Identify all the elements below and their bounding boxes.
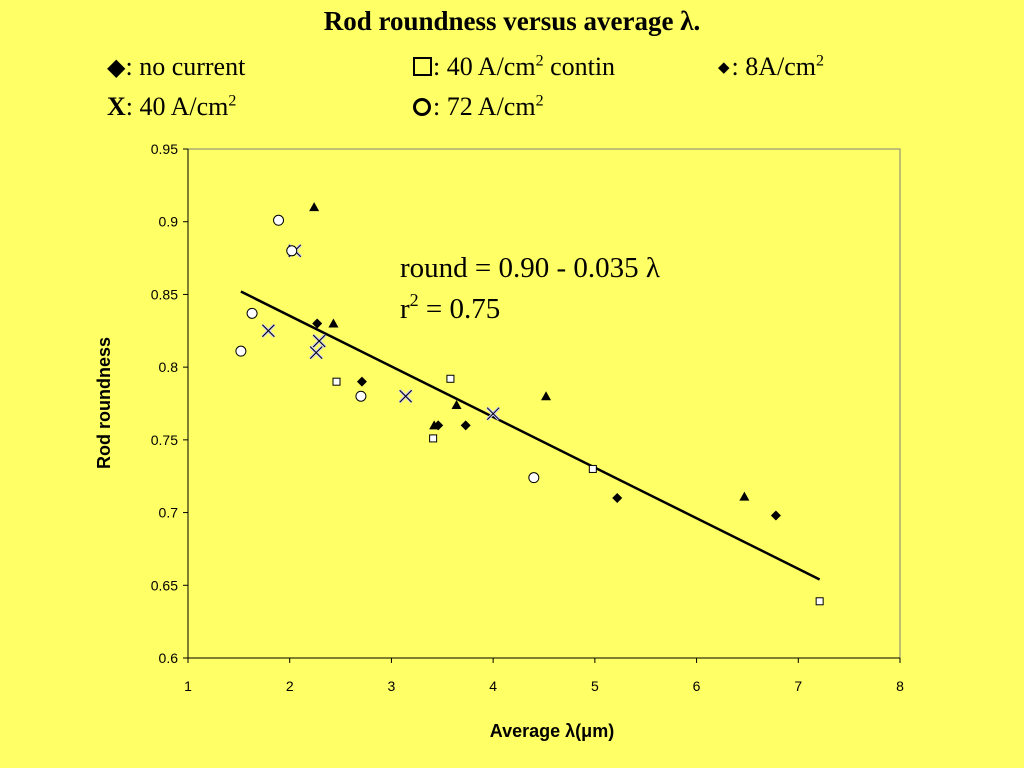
triangle-point bbox=[309, 202, 320, 212]
x-point bbox=[309, 345, 324, 360]
y-tick-label: 0.65 bbox=[151, 577, 178, 593]
legend-row-2: X: 40 A/cm2 : 72 A/cm2 bbox=[0, 92, 1024, 128]
x-tick-label: 4 bbox=[489, 678, 497, 694]
diamond-point bbox=[312, 318, 323, 329]
square-point bbox=[815, 597, 824, 606]
legend-item-8a: ◆: 8A/cm2 bbox=[718, 52, 824, 82]
x-point bbox=[312, 333, 327, 349]
chart-title: Rod roundness versus average λ. bbox=[323, 6, 701, 36]
y-tick-label: 0.7 bbox=[159, 505, 179, 521]
square-point bbox=[332, 377, 341, 386]
x-point bbox=[398, 389, 413, 404]
square-point bbox=[446, 374, 455, 383]
legend-label-no-current: : no current bbox=[125, 52, 246, 81]
x-tick-label: 2 bbox=[286, 678, 294, 694]
legend-label-8a-sup: 2 bbox=[816, 52, 825, 70]
trend-line bbox=[240, 290, 821, 581]
legend-label-72a-sup: 2 bbox=[535, 92, 544, 110]
filled-diamond-icon: ◆ bbox=[107, 55, 126, 81]
diamond-point bbox=[356, 376, 367, 387]
r-squared-prefix: r bbox=[400, 293, 410, 325]
open-circle-icon bbox=[413, 98, 431, 116]
x-tick-label: 1 bbox=[184, 678, 192, 694]
diamond-point bbox=[612, 493, 623, 504]
square-point bbox=[588, 464, 597, 473]
square-point bbox=[429, 434, 438, 443]
legend-label-40a-sup: 2 bbox=[228, 92, 237, 110]
circle-point bbox=[286, 245, 298, 257]
legend-item-40a: X: 40 A/cm2 bbox=[107, 92, 236, 122]
diamond-point bbox=[460, 420, 471, 431]
r-squared-suffix: = 0.75 bbox=[419, 293, 501, 325]
x-tick-label: 8 bbox=[896, 678, 904, 694]
x-tick-label: 5 bbox=[591, 678, 599, 694]
r-squared-label: r2 = 0.75 bbox=[400, 290, 500, 325]
legend-label-40-contin-pre: : 40 A/cm bbox=[433, 52, 536, 81]
equation-label: round = 0.90 - 0.035 λ bbox=[400, 252, 660, 284]
x-tick-label: 3 bbox=[388, 678, 396, 694]
circle-point bbox=[273, 214, 285, 226]
x-axis: 1 2 3 4 5 6 7 8 bbox=[184, 658, 904, 694]
y-tick-label: 0.6 bbox=[159, 650, 179, 666]
x-point bbox=[486, 406, 501, 421]
r-squared-sup: 2 bbox=[410, 290, 419, 310]
x-mark-icon: X bbox=[107, 92, 126, 121]
diamond-point bbox=[770, 510, 781, 521]
legend-item-no-current: ◆: no current bbox=[107, 52, 245, 82]
legend-item-72a: : 72 A/cm2 bbox=[413, 92, 544, 122]
legend-item-40-contin: : 40 A/cm2 contin bbox=[413, 52, 615, 82]
y-tick-label: 0.8 bbox=[159, 359, 179, 375]
legend-label-8a-pre: : 8A/cm bbox=[731, 52, 817, 81]
circle-point bbox=[528, 472, 540, 484]
open-square-icon bbox=[413, 57, 432, 76]
circle-point bbox=[235, 345, 247, 357]
x-tick-label: 7 bbox=[794, 678, 802, 694]
legend-label-40-contin-sup: 2 bbox=[535, 52, 544, 70]
triangle-point bbox=[328, 318, 339, 328]
triangle-point bbox=[739, 491, 750, 501]
y-axis-title: Rod roundness bbox=[94, 337, 114, 469]
y-tick-label: 0.95 bbox=[151, 141, 178, 157]
legend-row-1: ◆: no current : 40 A/cm2 contin ◆: 8A/cm… bbox=[0, 52, 1024, 88]
plot-border bbox=[187, 148, 901, 659]
circle-point bbox=[355, 390, 367, 402]
legend-label-40a-pre: : 40 A/cm bbox=[125, 92, 229, 121]
y-tick-label: 0.9 bbox=[159, 214, 179, 230]
x-tick-label: 6 bbox=[693, 678, 701, 694]
x-axis-title: Average λ(μm) bbox=[490, 721, 614, 741]
small-diamond-icon: ◆ bbox=[718, 60, 730, 76]
circle-point bbox=[246, 307, 258, 319]
triangle-point bbox=[451, 399, 462, 409]
triangle-point bbox=[429, 420, 440, 430]
data-markers bbox=[235, 202, 824, 606]
x-point bbox=[261, 323, 276, 338]
legend-label-40-contin-post: contin bbox=[543, 52, 616, 81]
y-tick-label: 0.75 bbox=[151, 432, 178, 448]
triangle-point bbox=[541, 391, 552, 401]
y-tick-label: 0.85 bbox=[151, 286, 178, 302]
legend-label-72a-pre: : 72 A/cm bbox=[433, 92, 536, 121]
plot-area bbox=[187, 148, 901, 659]
y-axis: 0.6 0.65 0.7 0.75 0.8 0.85 0.9 0.95 bbox=[151, 141, 188, 666]
